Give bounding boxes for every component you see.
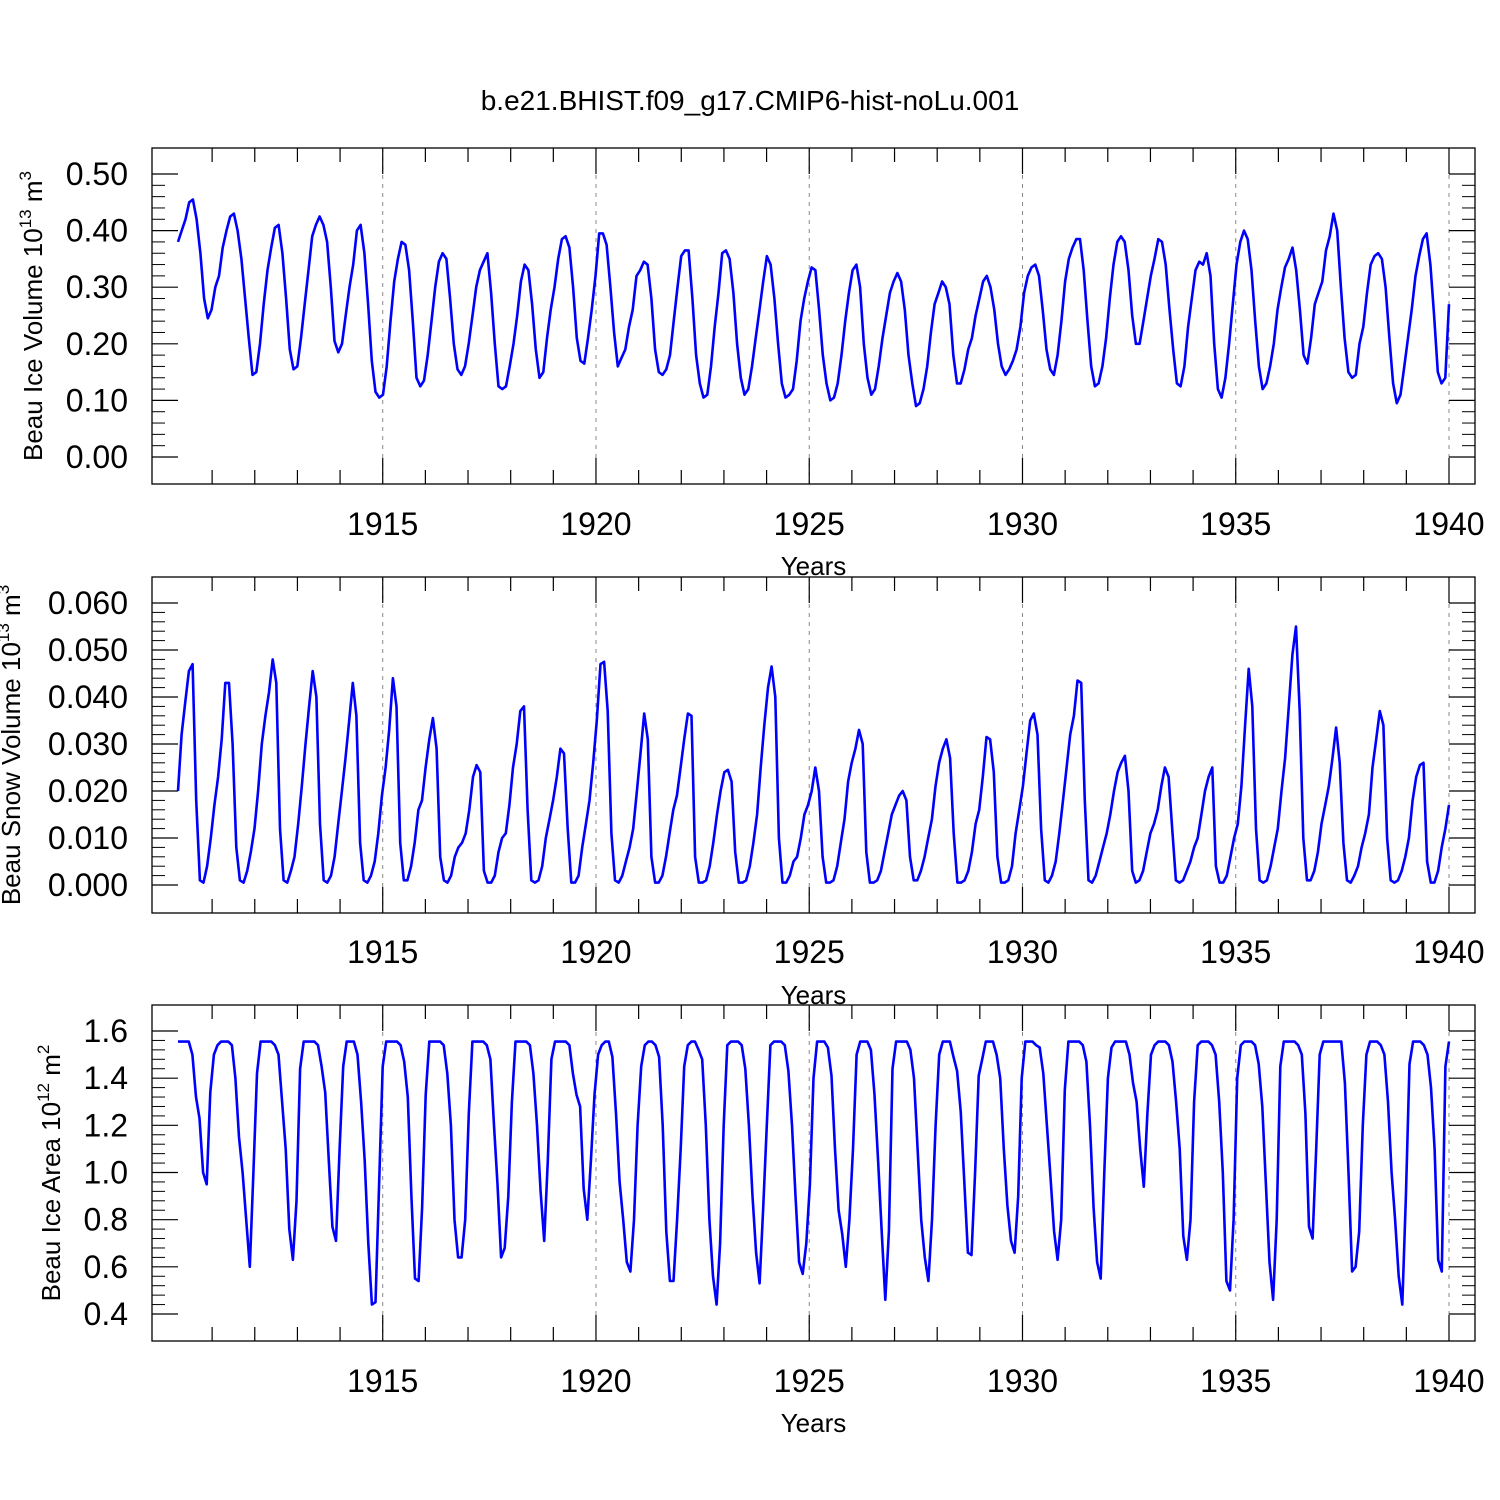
ice-volume-xtick-label: 1930 bbox=[987, 506, 1058, 542]
ice-volume-panel: 0.00 0.10 0.20 0.30 0.40 0.50 1915 1920 1925 1930… bbox=[16, 147, 1485, 581]
ice-volume-xtick-label: 1920 bbox=[560, 506, 631, 542]
ice-area-ylabel-unit: m bbox=[36, 1054, 66, 1083]
snow-volume-xtick-label: 1930 bbox=[987, 934, 1058, 970]
ice-volume-ylabel-unit: m bbox=[18, 180, 48, 209]
ice-volume-xtick-label: 1915 bbox=[347, 506, 418, 542]
ice-volume-xlabel: Years bbox=[781, 551, 847, 581]
snow-volume-xtick-label: 1915 bbox=[347, 934, 418, 970]
ice-area-xtick-label: 1940 bbox=[1413, 1363, 1484, 1399]
ice-area-xtick-label: 1925 bbox=[774, 1363, 845, 1399]
ice-volume-ylabel-exp: 13 bbox=[16, 209, 35, 228]
snow-volume-xtick-label: 1920 bbox=[560, 934, 631, 970]
snow-volume-xtick-label: 1925 bbox=[774, 934, 845, 970]
ice-area-ytick-label: 0.6 bbox=[84, 1249, 128, 1285]
ice-volume-ylabel-unit-exp: 3 bbox=[16, 171, 35, 180]
ice-area-xtick-label: 1915 bbox=[347, 1363, 418, 1399]
snow-volume-ytick-label: 0.060 bbox=[48, 585, 128, 621]
ice-volume-xtick-label: 1935 bbox=[1200, 506, 1271, 542]
snow-volume-xtick-label: 1940 bbox=[1413, 934, 1484, 970]
ice-volume-ytick-label: 0.20 bbox=[66, 326, 128, 362]
ice-volume-ytick-label: 0.40 bbox=[66, 213, 128, 249]
snow-volume-ytick-label: 0.020 bbox=[48, 773, 128, 809]
snow-volume-ylabel-unit-exp: 3 bbox=[0, 585, 13, 594]
ice-area-ytick-label: 0.8 bbox=[84, 1202, 128, 1238]
ice-volume-ylabel: Beau Ice Volume 1013 m3 bbox=[16, 171, 48, 461]
snow-volume-ytick-label: 0.010 bbox=[48, 820, 128, 856]
snow-volume-xtick-label: 1935 bbox=[1200, 934, 1271, 970]
snow-volume-panel: 0.000 0.010 0.020 0.030 0.040 0.050 0.060 1915 1… bbox=[0, 576, 1485, 1010]
ice-volume-xtick-label: 1925 bbox=[774, 506, 845, 542]
snow-volume-ylabel-text: Beau Snow Volume 10 bbox=[0, 642, 26, 905]
snow-volume-ylabel: Beau Snow Volume 1013 m3 bbox=[0, 585, 26, 905]
snow-volume-series-line bbox=[176, 625, 1451, 884]
ice-area-ytick-label: 1.2 bbox=[84, 1107, 128, 1143]
snow-volume-ylabel-exp: 13 bbox=[0, 623, 13, 642]
ice-area-ytick-label: 1.6 bbox=[84, 1013, 128, 1049]
ice-area-ylabel: Beau Ice Area 1012 m2 bbox=[34, 1045, 66, 1302]
snow-volume-ytick-label: 0.040 bbox=[48, 679, 128, 715]
ice-area-ytick-label: 1.4 bbox=[84, 1060, 128, 1096]
snow-volume-ytick-label: 0.000 bbox=[48, 867, 128, 903]
ice-volume-ytick-label: 0.00 bbox=[66, 439, 128, 475]
ice-area-ytick-label: 0.4 bbox=[84, 1296, 128, 1332]
ice-area-xlabel: Years bbox=[781, 1408, 847, 1438]
ice-area-ylabel-unit-exp: 2 bbox=[34, 1045, 53, 1054]
ice-area-panel: 0.4 0.6 0.8 1.0 1.2 1.4 1.6 1915 1920 1925 1930 193… bbox=[34, 1004, 1485, 1438]
ice-volume-ytick-label: 0.30 bbox=[66, 269, 128, 305]
ice-area-ytick-label: 1.0 bbox=[84, 1155, 128, 1191]
snow-volume-ytick-label: 0.050 bbox=[48, 632, 128, 668]
snow-volume-ytick-label: 0.030 bbox=[48, 726, 128, 762]
ice-volume-ytick-label: 0.10 bbox=[66, 382, 128, 418]
ice-area-xtick-label: 1935 bbox=[1200, 1363, 1271, 1399]
ice-volume-ytick-label: 0.50 bbox=[66, 156, 128, 192]
ice-area-xtick-label: 1930 bbox=[987, 1363, 1058, 1399]
ice-area-ylabel-text: Beau Ice Area 10 bbox=[36, 1102, 66, 1301]
ice-area-ylabel-exp: 12 bbox=[34, 1083, 53, 1102]
snow-volume-ylabel-unit: m bbox=[0, 594, 26, 623]
ice-area-xtick-label: 1920 bbox=[560, 1363, 631, 1399]
figure-title: b.e21.BHIST.f09_g17.CMIP6-hist-noLu.001 bbox=[481, 85, 1020, 116]
ice-volume-ylabel-text: Beau Ice Volume 10 bbox=[18, 228, 48, 461]
ice-volume-xtick-label: 1940 bbox=[1413, 506, 1484, 542]
ice-volume-plot-frame bbox=[151, 147, 1476, 485]
ice-area-series-line bbox=[178, 1040, 1451, 1306]
ice-volume-series-line bbox=[176, 198, 1451, 408]
snow-volume-plot-frame bbox=[151, 576, 1476, 914]
